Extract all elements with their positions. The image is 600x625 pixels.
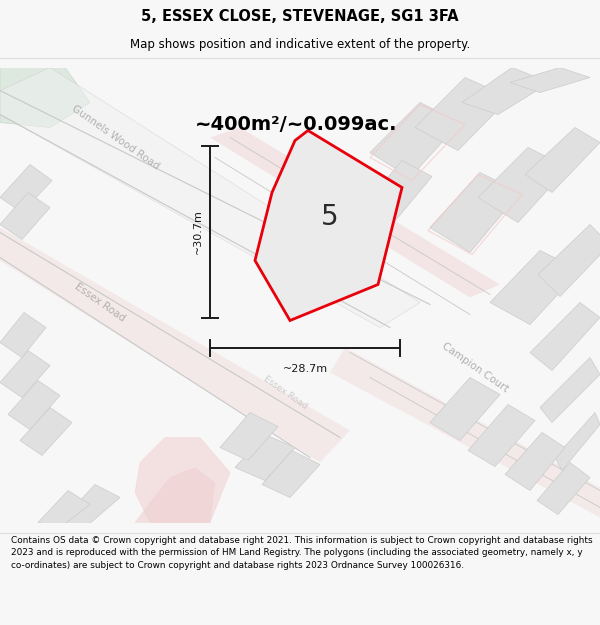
Polygon shape	[210, 127, 500, 298]
Text: ~30.7m: ~30.7m	[193, 209, 203, 254]
Polygon shape	[330, 348, 600, 518]
Text: ~400m²/~0.099ac.: ~400m²/~0.099ac.	[195, 115, 398, 134]
Polygon shape	[0, 164, 52, 212]
Text: Map shows position and indicative extent of the property.: Map shows position and indicative extent…	[130, 38, 470, 51]
Polygon shape	[370, 102, 460, 178]
Polygon shape	[20, 408, 72, 456]
Polygon shape	[537, 462, 590, 514]
Polygon shape	[60, 484, 120, 528]
Polygon shape	[540, 357, 600, 422]
Polygon shape	[255, 131, 402, 321]
Polygon shape	[505, 432, 565, 491]
Polygon shape	[0, 228, 350, 462]
Polygon shape	[262, 451, 320, 498]
Polygon shape	[352, 161, 432, 236]
Text: 5, ESSEX CLOSE, STEVENAGE, SG1 3FA: 5, ESSEX CLOSE, STEVENAGE, SG1 3FA	[141, 9, 459, 24]
Polygon shape	[525, 127, 600, 192]
Text: Essex Close: Essex Close	[312, 182, 368, 226]
Polygon shape	[8, 381, 60, 429]
Polygon shape	[235, 434, 295, 481]
Polygon shape	[38, 491, 90, 528]
Text: Essex Road: Essex Road	[262, 374, 308, 411]
Text: Essex Road: Essex Road	[73, 281, 127, 324]
Polygon shape	[555, 412, 600, 471]
Polygon shape	[490, 251, 580, 324]
Polygon shape	[220, 412, 278, 461]
Polygon shape	[135, 468, 215, 522]
Polygon shape	[135, 438, 230, 522]
Polygon shape	[430, 378, 500, 441]
Polygon shape	[530, 302, 600, 371]
Text: Contains OS data © Crown copyright and database right 2021. This information is : Contains OS data © Crown copyright and d…	[11, 536, 592, 569]
Polygon shape	[0, 192, 50, 239]
Polygon shape	[415, 78, 510, 151]
Polygon shape	[430, 173, 520, 253]
Polygon shape	[0, 68, 90, 128]
Text: 5: 5	[320, 202, 338, 231]
Polygon shape	[0, 68, 420, 328]
Polygon shape	[510, 68, 590, 92]
Polygon shape	[538, 224, 600, 296]
Polygon shape	[468, 404, 535, 466]
Text: Campion Court: Campion Court	[440, 341, 510, 394]
Polygon shape	[462, 68, 550, 114]
Text: ~28.7m: ~28.7m	[283, 364, 328, 374]
Text: Gunnels Wood Road: Gunnels Wood Road	[70, 104, 161, 171]
Polygon shape	[0, 351, 50, 398]
Polygon shape	[305, 192, 385, 271]
Polygon shape	[478, 148, 568, 222]
Polygon shape	[0, 312, 46, 358]
